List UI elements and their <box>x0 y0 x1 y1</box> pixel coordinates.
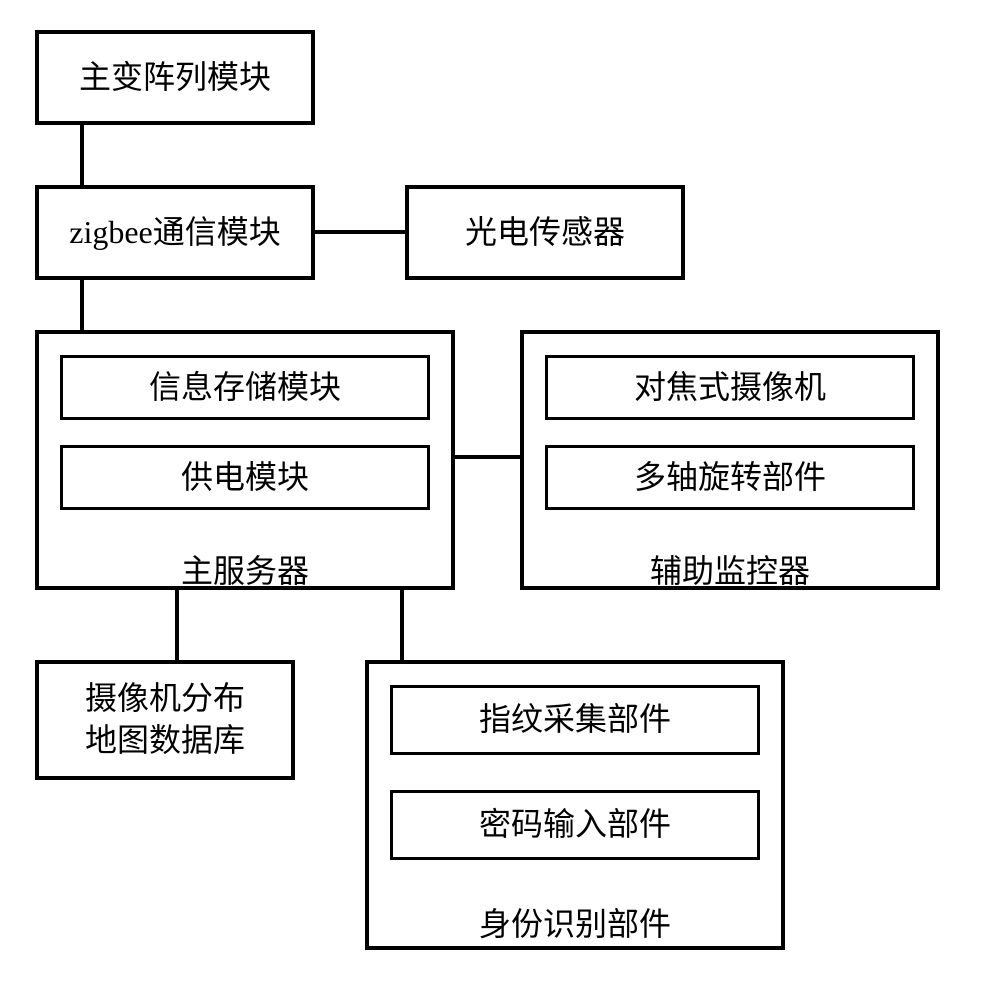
node-identity-label: 身份识别部件 <box>369 899 781 945</box>
edge-zigbee-to-server <box>80 280 84 330</box>
edge-main-to-zigbee <box>80 125 84 185</box>
node-camera-db-label: 摄像机分布 地图数据库 <box>85 678 245 761</box>
node-camera-db: 摄像机分布 地图数据库 <box>35 660 295 780</box>
node-photo-sensor-label: 光电传感器 <box>465 212 625 254</box>
edge-server-to-identity <box>400 590 404 660</box>
edge-server-to-cameradb <box>175 590 179 660</box>
node-aux-monitor-label: 辅助监控器 <box>524 546 936 592</box>
node-info-storage: 信息存储模块 <box>60 355 430 420</box>
node-main-array-label: 主变阵列模块 <box>79 57 271 99</box>
node-password: 密码输入部件 <box>390 790 760 860</box>
node-main-array: 主变阵列模块 <box>35 30 315 125</box>
node-fingerprint: 指纹采集部件 <box>390 685 760 755</box>
node-fingerprint-label: 指纹采集部件 <box>479 699 671 741</box>
node-multi-axis: 多轴旋转部件 <box>545 445 915 510</box>
node-zigbee-label: zigbee通信模块 <box>69 212 281 254</box>
edge-server-to-monitor <box>455 455 520 459</box>
node-password-label: 密码输入部件 <box>479 804 671 846</box>
edge-zigbee-to-sensor <box>315 230 405 234</box>
node-zigbee: zigbee通信模块 <box>35 185 315 280</box>
node-focus-camera-label: 对焦式摄像机 <box>634 367 826 409</box>
node-photo-sensor: 光电传感器 <box>405 185 685 280</box>
node-power-supply: 供电模块 <box>60 445 430 510</box>
node-multi-axis-label: 多轴旋转部件 <box>634 457 826 499</box>
node-main-server-label: 主服务器 <box>39 546 451 592</box>
node-info-storage-label: 信息存储模块 <box>149 367 341 409</box>
node-power-supply-label: 供电模块 <box>181 457 309 499</box>
node-focus-camera: 对焦式摄像机 <box>545 355 915 420</box>
